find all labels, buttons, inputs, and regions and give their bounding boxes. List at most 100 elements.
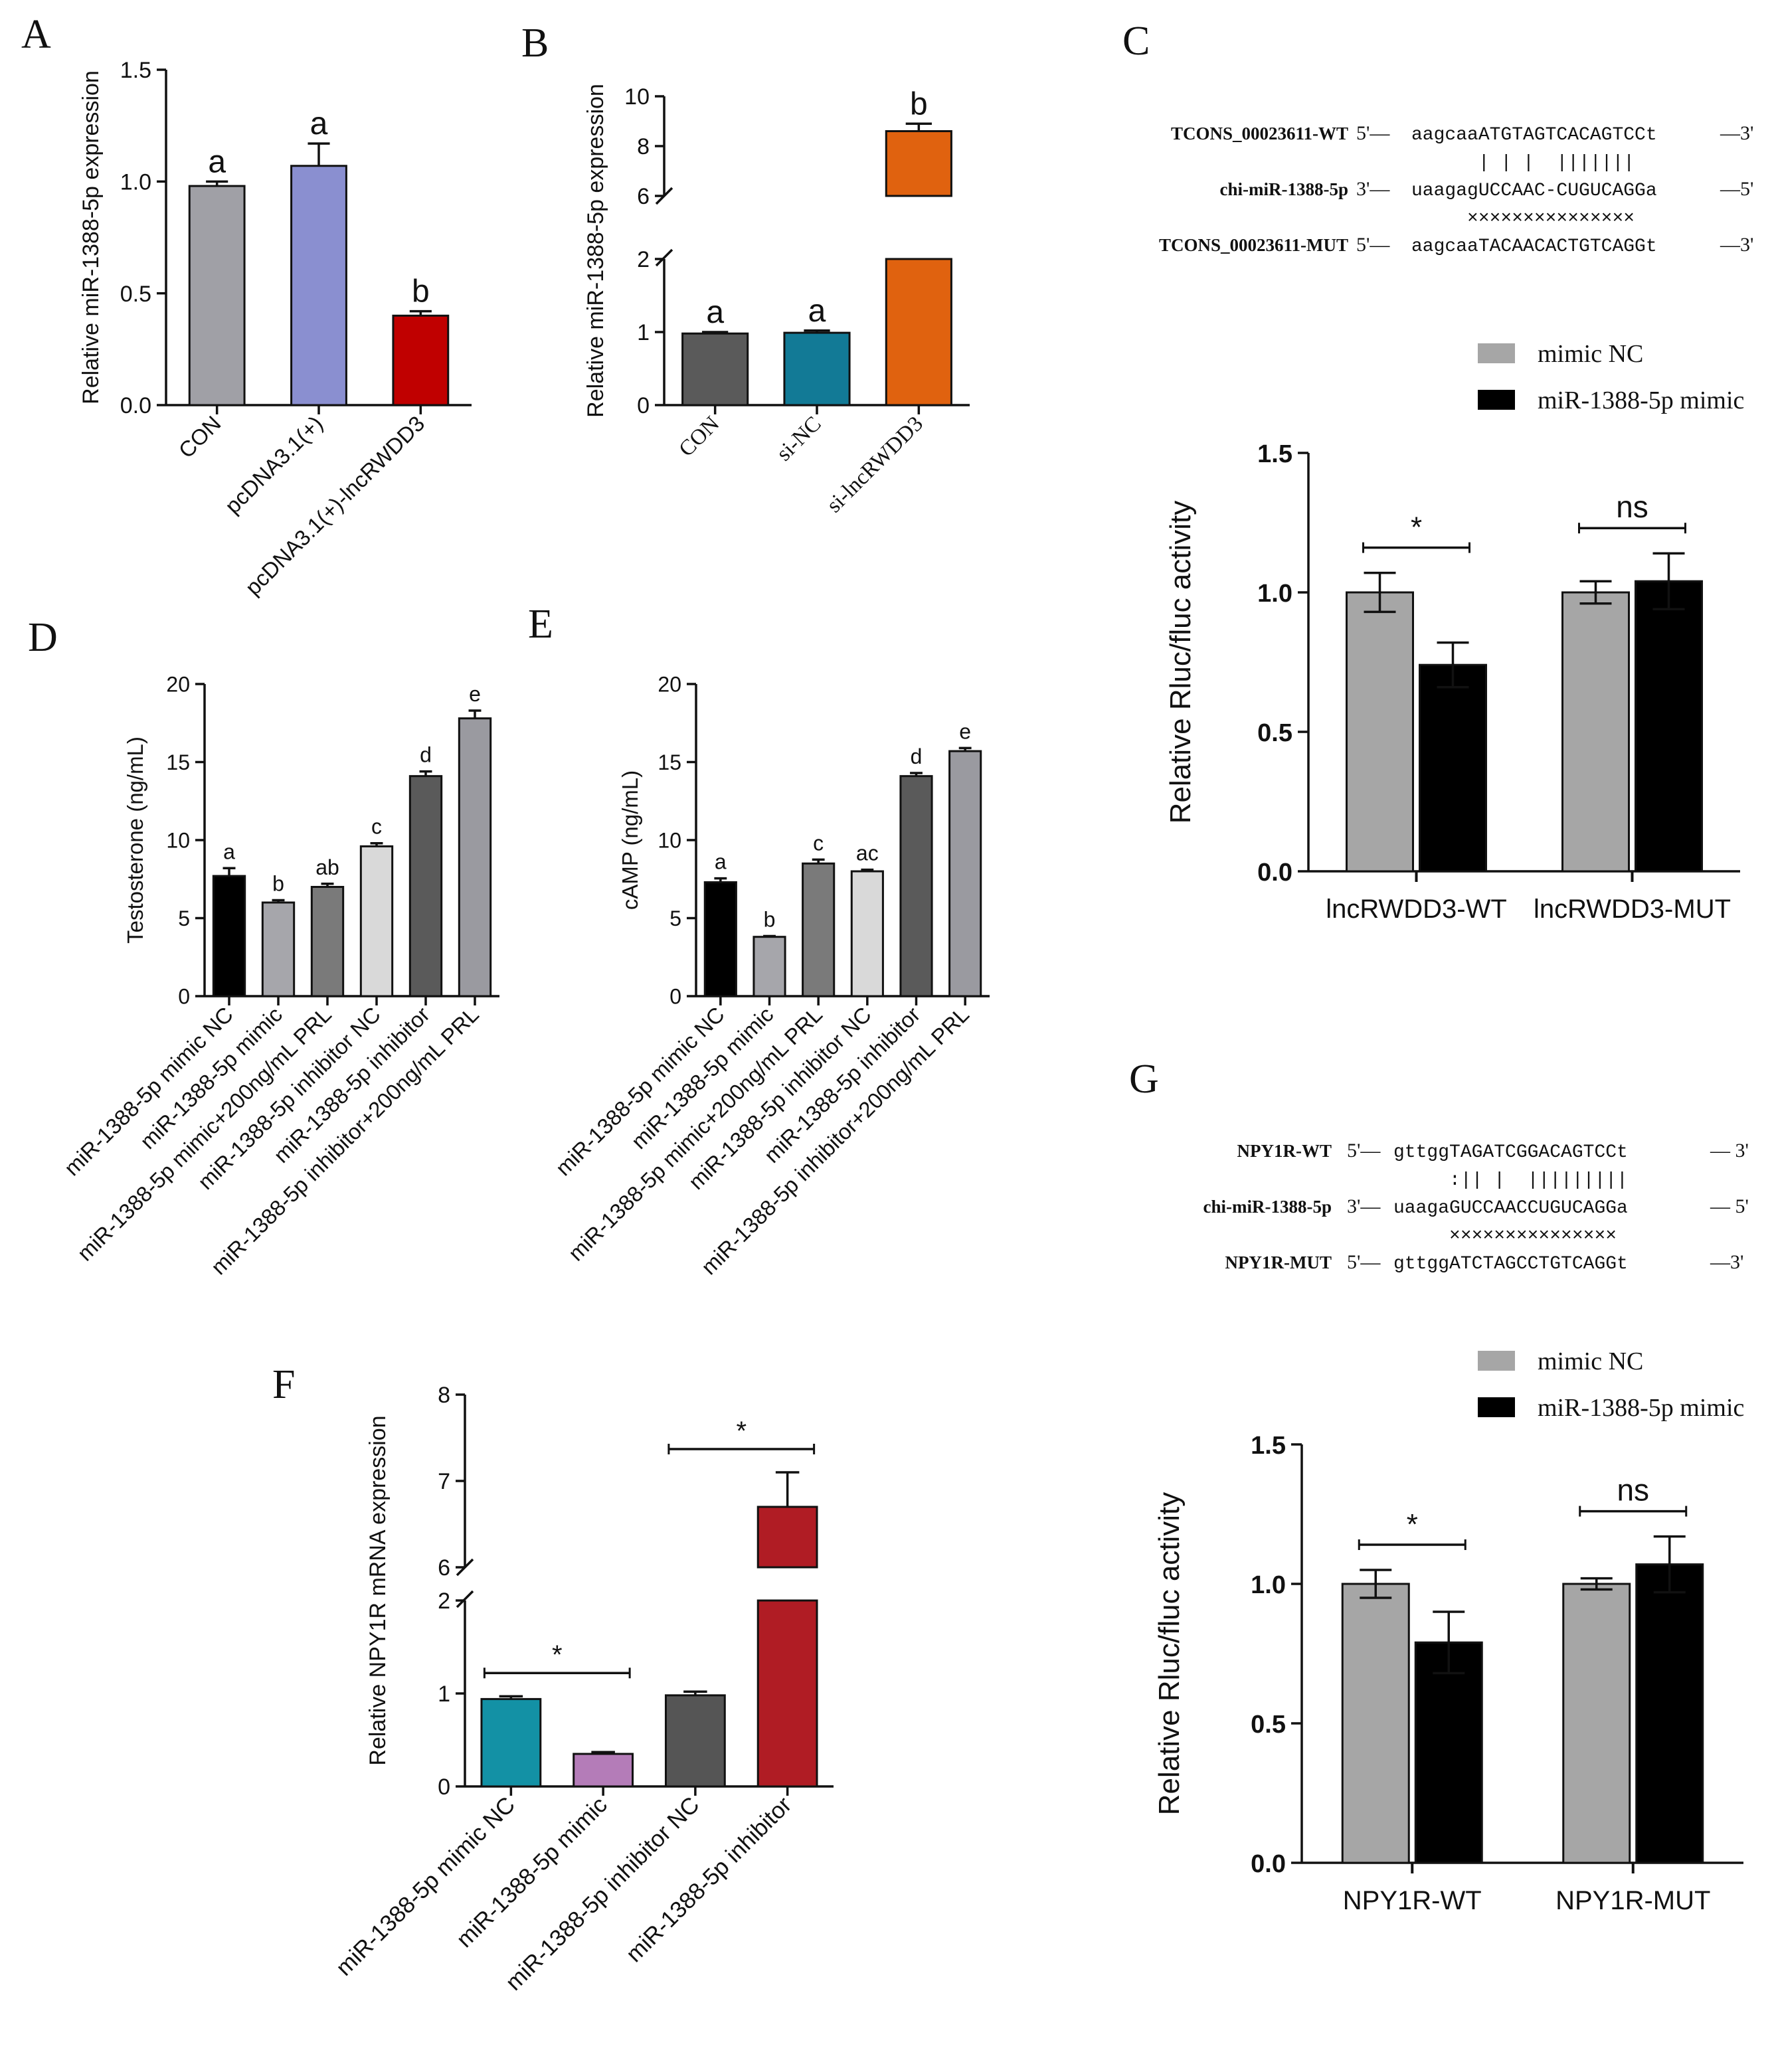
axes: 0 5 10 15 20 — [166, 673, 499, 1009]
significance-letter: d — [911, 744, 923, 768]
y-axis-label: Relative Rluc/fluc activity — [1153, 1492, 1186, 1816]
bar — [261, 901, 296, 997]
y-tick-label: 0.5 — [1257, 719, 1292, 747]
panel-g: G NPY1R-WT 5'— gttggTAGATCGGACAGTCCt — 3' :|… — [1129, 1057, 1749, 1915]
bar — [802, 862, 836, 997]
significance-letter: b — [412, 274, 430, 309]
bar — [573, 1753, 634, 1788]
significance-letter: b — [764, 908, 776, 932]
sequence-text: gttggATCTAGCCTGTCAGGt — [1393, 1254, 1628, 1274]
sequence-strand-start: 3'— — [1347, 1195, 1381, 1217]
sequence-text: ××××××××××××××× — [1411, 209, 1635, 229]
panel-b: B 0 1 2 6 8 10 Relative miR-1388-5p expression a… — [521, 21, 970, 517]
bar — [1346, 591, 1414, 873]
significance-marker: * — [1407, 1508, 1418, 1541]
x-tick-label: miR-1388-5p inhibitor NC — [501, 1792, 705, 1996]
x-tick-label: NPY1R-WT — [1343, 1886, 1482, 1915]
significance-letter: ab — [315, 855, 339, 879]
legend-label: miR-1388-5p mimic — [1538, 1394, 1744, 1422]
sequence-strand-start: 5'— — [1347, 1251, 1381, 1273]
significance-letter: a — [310, 106, 328, 141]
panel-letter: D — [28, 615, 58, 660]
y-tick-label: 0.0 — [1251, 1850, 1286, 1878]
legend-swatch — [1478, 343, 1515, 363]
significance-letter: c — [371, 815, 382, 839]
y-axis-label: Relative miR-1388-5p expression — [78, 70, 104, 404]
bar — [1561, 591, 1630, 873]
panel-a: A 0.0 0.5 1.0 1.5 Relative miR-1388-5p expres… — [21, 12, 472, 600]
sequence-strand-end: —3' — [1720, 234, 1753, 256]
y-tick-label: 1.0 — [120, 170, 151, 195]
significance-letter: b — [910, 86, 928, 122]
bar — [1419, 663, 1487, 873]
sequence-label: NPY1R-MUT — [1225, 1252, 1332, 1272]
sequence-strand-start: 5'— — [1356, 234, 1390, 256]
panel-c: C TCONS_00023611-WT 5'— aagcaaATGTAGTCACAGT… — [1122, 19, 1753, 924]
sequence-label: NPY1R-WT — [1237, 1141, 1332, 1161]
bar — [392, 314, 450, 406]
sequence-label: chi-miR-1388-5p — [1220, 179, 1348, 199]
bar — [480, 1697, 542, 1788]
y-tick-label: 1.0 — [1251, 1571, 1286, 1599]
x-tick-label: si-lncRWDD3 — [822, 412, 928, 517]
y-tick-label: 6 — [637, 184, 650, 209]
axes: 0 1 2 6 8 10 — [624, 84, 970, 418]
bar — [753, 936, 786, 997]
bar — [1635, 1563, 1704, 1864]
y-axis-label: Relative Rluc/fluc activity — [1164, 501, 1197, 824]
bar — [703, 881, 737, 997]
y-tick-label: 0 — [637, 393, 650, 418]
y-tick-label: 2 — [438, 1589, 450, 1614]
panel-f: F 0 1 2 6 7 8 Relative NPY1R mRNA expression miR… — [272, 1362, 834, 1996]
y-tick-label: 1 — [438, 1682, 450, 1707]
y-tick-label: 0.0 — [120, 393, 151, 418]
x-tick-label: lncRWDD3-MUT — [1534, 895, 1731, 924]
bar — [408, 775, 443, 997]
significance-letter: e — [959, 719, 971, 743]
y-tick-label: 15 — [166, 750, 190, 774]
y-tick-label: 20 — [658, 673, 681, 697]
bar — [359, 845, 394, 997]
legend-swatch — [1478, 390, 1515, 410]
legend-label: mimic NC — [1538, 1347, 1643, 1375]
significance-letter: a — [808, 294, 826, 329]
y-tick-label: 0 — [438, 1774, 450, 1800]
sequence-strand-start: 5'— — [1356, 122, 1390, 144]
significance-letter: b — [272, 871, 284, 895]
y-axis-label: cAMP (ng/mL) — [618, 770, 642, 910]
significance-letter: d — [420, 743, 432, 767]
y-axis-label: Testosterone (ng/mL) — [123, 736, 147, 944]
significance-marker: * — [736, 1417, 747, 1446]
y-tick-label: 0.0 — [1257, 859, 1292, 887]
y-axis-label: Relative NPY1R mRNA expression — [365, 1415, 391, 1765]
y-tick-label: 1.5 — [120, 58, 151, 83]
sequence-strand-start: 5'— — [1347, 1140, 1381, 1162]
legend-label: mimic NC — [1538, 340, 1643, 368]
sequence-label: TCONS_00023611-WT — [1171, 124, 1348, 143]
bar — [188, 185, 246, 406]
legend-swatch — [1478, 1351, 1515, 1371]
bar — [681, 332, 749, 406]
x-tick-label: miR-1388-5p inhibitor — [621, 1792, 796, 1967]
y-tick-label: 0.5 — [1251, 1711, 1286, 1739]
bar — [212, 875, 246, 997]
significance-marker: ns — [1617, 1473, 1649, 1508]
y-tick-label: 10 — [658, 829, 681, 853]
bar-lower — [756, 1599, 818, 1788]
panel-letter: C — [1122, 19, 1150, 64]
bar-upper — [885, 130, 952, 197]
sequence-text: ××××××××××××××× — [1393, 1226, 1617, 1247]
x-tick-label: NPY1R-MUT — [1555, 1886, 1710, 1915]
y-tick-label: 6 — [438, 1555, 450, 1581]
bar — [948, 750, 982, 997]
y-tick-label: 2 — [637, 247, 650, 272]
x-tick-label: CON — [174, 411, 226, 463]
y-axis-label: Relative miR-1388-5p expression — [583, 84, 608, 418]
panel-letter: G — [1129, 1057, 1159, 1102]
bar — [664, 1694, 726, 1788]
y-tick-label: 1.5 — [1251, 1432, 1286, 1460]
sequence-text: uaagagUCCAAC-CUGUCAGGa — [1411, 181, 1657, 201]
sequence-strand-end: —5' — [1720, 178, 1753, 200]
bar — [458, 717, 492, 997]
